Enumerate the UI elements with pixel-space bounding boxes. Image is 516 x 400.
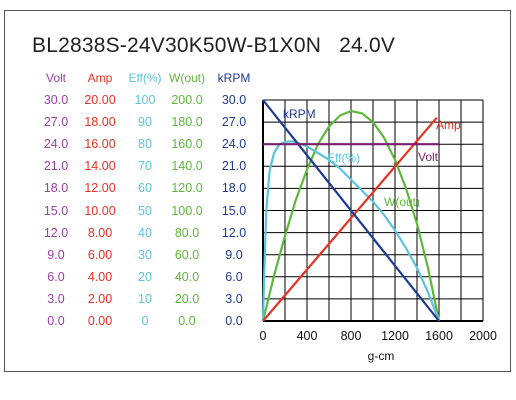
krpm-series-label: kRPM <box>283 107 316 121</box>
eff-series-line <box>261 140 441 322</box>
x-tick-label: 1200 <box>381 329 409 343</box>
volt-tick-label: 6.0 <box>47 269 65 284</box>
amp-series-line <box>262 116 438 322</box>
wout-tick-label: 140.0 <box>171 159 203 174</box>
wout-series-line <box>261 109 441 322</box>
eff-tick-label: 0 <box>141 314 149 328</box>
eff-tick-label: 100 <box>134 93 156 107</box>
krpm-tick-label: 6.0 <box>225 269 243 284</box>
x-tick-label: 0 <box>260 329 267 343</box>
krpm-tick-label: 18.0 <box>221 181 247 196</box>
krpm-tick-label: 12.0 <box>221 225 247 240</box>
x-tick-label: 2000 <box>469 329 497 343</box>
krpm-tick-label: 27.0 <box>221 115 247 130</box>
x-tick-label: 400 <box>297 329 318 343</box>
x-tick-label: 1600 <box>425 329 453 343</box>
volt-tick-label: 12.0 <box>43 225 69 240</box>
amp-tick-label: 0.00 <box>87 314 113 328</box>
eff-tick-label: 90 <box>138 115 152 130</box>
x-tick-label: 800 <box>341 329 362 343</box>
amp-series-label: Amp <box>436 118 461 132</box>
amp-tick-label: 18.00 <box>84 115 116 130</box>
wout-tick-label: 80.0 <box>174 225 200 240</box>
eff-tick-label: 30 <box>138 247 152 262</box>
volt-tick-label: 21.0 <box>43 159 69 174</box>
amp-tick-label: 2.00 <box>87 291 113 306</box>
eff-tick-label: 20 <box>138 269 152 284</box>
volt-tick-label: 0.0 <box>47 314 65 328</box>
wout-tick-label: 180.0 <box>171 115 203 130</box>
volt-tick-label: 15.0 <box>43 203 69 218</box>
krpm-tick-label: 9.0 <box>225 247 243 262</box>
volt-axis-header: Volt <box>45 71 67 85</box>
wout-tick-label: 40.0 <box>174 269 200 284</box>
wout-axis-header: W(out) <box>169 71 205 85</box>
amp-tick-label: 4.00 <box>87 269 113 284</box>
volt-series-label: Volt <box>418 150 439 164</box>
eff-tick-label: 40 <box>138 225 152 240</box>
volt-tick-label: 9.0 <box>47 247 65 262</box>
amp-tick-label: 20.00 <box>84 93 116 107</box>
amp-tick-label: 8.00 <box>87 225 113 240</box>
eff-tick-label: 10 <box>138 291 152 306</box>
wout-tick-label: 120.0 <box>171 181 203 196</box>
krpm-tick-label: 15.0 <box>221 203 247 218</box>
amp-tick-label: 12.00 <box>84 181 116 196</box>
wout-series-label: W(out) <box>384 195 420 209</box>
krpm-tick-label: 3.0 <box>225 291 243 306</box>
chart-frame <box>4 10 511 372</box>
krpm-tick-label: 24.0 <box>221 137 247 152</box>
wout-tick-label: 160.0 <box>171 137 203 152</box>
x-axis-label: g-cm <box>368 349 395 363</box>
amp-tick-label: 16.00 <box>84 137 116 152</box>
wout-tick-label: 0.0 <box>178 314 196 328</box>
chart-title: BL2838S-24V30K50W-B1X0N 24.0V <box>32 34 396 57</box>
wout-tick-label: 100.0 <box>171 203 203 218</box>
eff-axis-header: Eff(%) <box>128 71 162 85</box>
amp-axis-header: Amp <box>87 71 113 85</box>
volt-tick-label: 18.0 <box>43 181 69 196</box>
wout-tick-label: 200.0 <box>171 93 203 107</box>
wout-tick-label: 60.0 <box>174 247 200 262</box>
krpm-tick-label: 0.0 <box>225 314 243 328</box>
volt-tick-label: 27.0 <box>43 115 69 130</box>
eff-tick-label: 70 <box>138 159 152 174</box>
volt-tick-label: 30.0 <box>43 93 69 107</box>
amp-tick-label: 6.00 <box>87 247 113 262</box>
krpm-tick-label: 21.0 <box>221 159 247 174</box>
amp-tick-label: 10.00 <box>84 203 116 218</box>
krpm-axis-header: kRPM <box>217 71 251 85</box>
krpm-tick-label: 30.0 <box>221 93 247 107</box>
eff-tick-label: 80 <box>138 137 152 152</box>
wout-tick-label: 20.0 <box>174 291 200 306</box>
volt-tick-label: 3.0 <box>47 291 65 306</box>
volt-tick-label: 24.0 <box>43 137 69 152</box>
amp-tick-label: 14.00 <box>84 159 116 174</box>
krpm-series-line <box>262 99 440 322</box>
eff-series-label: Eff(%) <box>327 151 360 165</box>
eff-tick-label: 60 <box>138 181 152 196</box>
eff-tick-label: 50 <box>138 203 152 218</box>
